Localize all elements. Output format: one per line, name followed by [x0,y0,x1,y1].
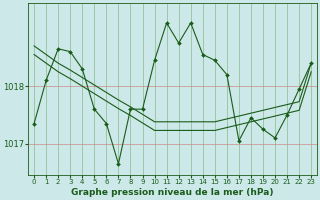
X-axis label: Graphe pression niveau de la mer (hPa): Graphe pression niveau de la mer (hPa) [71,188,274,197]
